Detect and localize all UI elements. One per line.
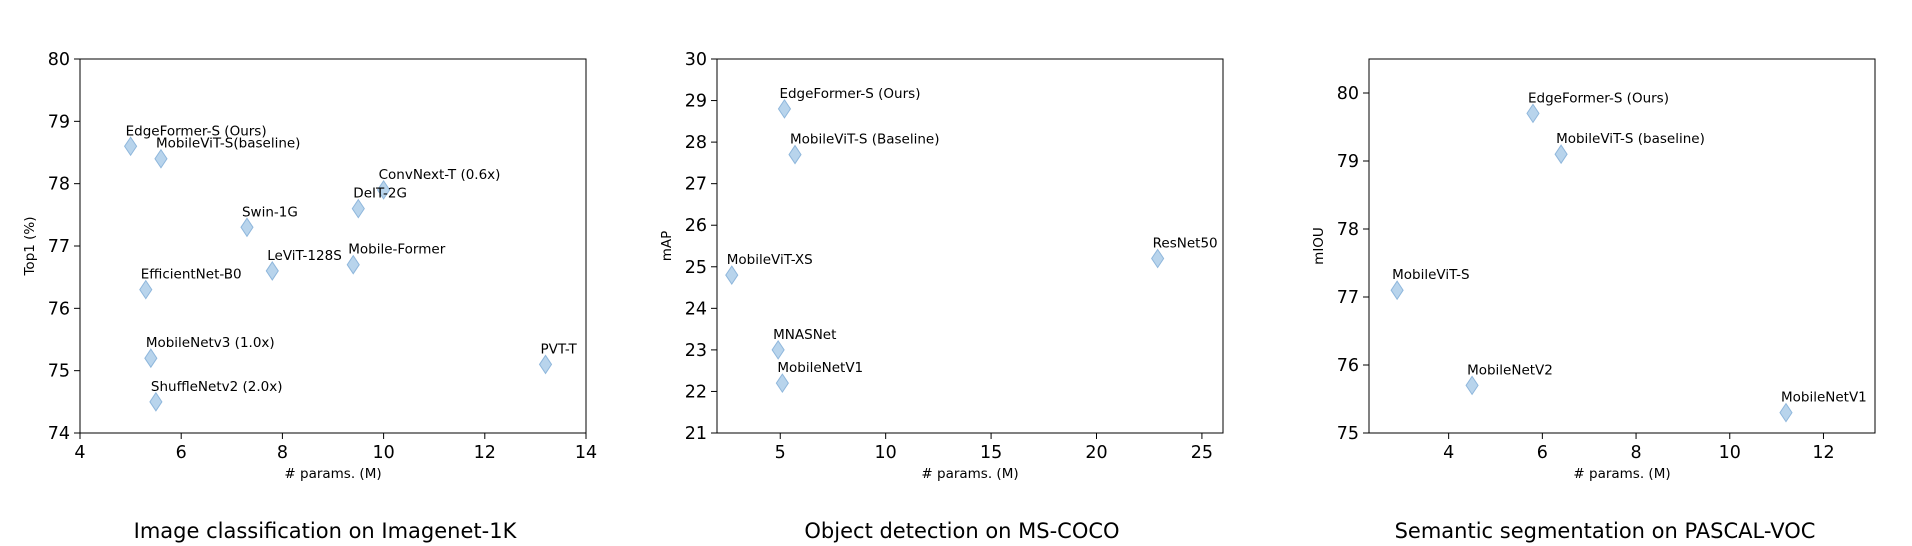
y-tick-label: 74 xyxy=(48,424,70,444)
y-tick-label: 80 xyxy=(1337,84,1359,104)
data-point-label: EdgeFormer-S (Ours) xyxy=(1528,90,1669,106)
y-tick-label: 27 xyxy=(685,175,707,195)
data-point-label: MobileNetv3 (1.0x) xyxy=(146,335,275,351)
data-point-marker xyxy=(1554,144,1568,165)
x-tick-label: 10 xyxy=(875,443,897,463)
data-point-label: PVT-T xyxy=(541,341,578,357)
x-tick-label: 6 xyxy=(176,443,187,463)
data-point-label: Swin-1G xyxy=(242,204,298,220)
plot-area-frame xyxy=(1368,58,1876,434)
data-point-marker xyxy=(144,348,158,369)
chart-panel-1: 4 6 8 10 12 14 74 75 76 77 78 79 80 # params. (M) Top1… xyxy=(22,50,597,543)
data-point-label: MobileViT-S xyxy=(1392,267,1469,283)
y-tick-label: 77 xyxy=(1337,288,1359,308)
y-tick-label: 79 xyxy=(48,112,70,132)
data-point-marker xyxy=(777,98,792,119)
y-axis-label: mAP xyxy=(659,231,675,262)
data-point-marker xyxy=(1151,248,1165,269)
x-tick-label: 10 xyxy=(1719,443,1741,463)
y-tick-label: 78 xyxy=(48,175,70,195)
data-point-marker xyxy=(1390,280,1404,301)
y-tick-label: 75 xyxy=(48,362,70,382)
y-tick-label: 21 xyxy=(685,424,707,444)
data-point-label: Mobile-Former xyxy=(348,242,445,258)
data-point-marker xyxy=(1779,402,1793,423)
data-point-label: EdgeFormer-S (Ours) xyxy=(779,86,920,102)
x-tick-label: 10 xyxy=(372,443,394,463)
y-tick-label: 79 xyxy=(1337,152,1359,172)
y-tick-label: 25 xyxy=(685,258,707,278)
data-point-marker xyxy=(139,279,153,300)
y-tick-label: 30 xyxy=(685,50,707,70)
chart-caption: Object detection on MS-COCO xyxy=(804,519,1119,543)
y-tick-label: 23 xyxy=(685,341,707,361)
data-point-marker xyxy=(538,354,553,375)
x-tick-label: 14 xyxy=(575,443,597,463)
y-tick-label: 22 xyxy=(685,382,707,402)
x-tick-label: 5 xyxy=(775,443,786,463)
x-axis-label: # params. (M) xyxy=(284,466,381,482)
data-point-label: EfficientNet-B0 xyxy=(141,267,242,283)
data-point-label: MobileNetV1 xyxy=(777,360,863,376)
x-tick-label: 6 xyxy=(1537,443,1548,463)
y-tick-label: 24 xyxy=(685,299,707,319)
data-point-label: LeViT-128S xyxy=(267,248,342,264)
data-point-label: MobileNetV2 xyxy=(1467,362,1553,378)
data-point-label: EdgeFormer-S (Ours) xyxy=(126,123,267,139)
data-point-marker xyxy=(1465,375,1479,396)
data-point-marker xyxy=(123,136,138,157)
x-axis-label: # params. (M) xyxy=(1573,466,1670,482)
data-point-label: MobileViT-S(baseline) xyxy=(156,136,301,152)
data-point-marker xyxy=(376,179,391,200)
y-tick-label: 80 xyxy=(48,50,70,70)
y-tick-label: 76 xyxy=(48,299,70,319)
data-point-marker xyxy=(788,144,802,165)
y-tick-label: 77 xyxy=(48,237,70,257)
x-axis-label: # params. (M) xyxy=(921,466,1018,482)
plot-area-frame xyxy=(79,58,587,434)
data-point-marker xyxy=(775,373,789,394)
data-point-marker xyxy=(154,148,168,169)
x-tick-label: 8 xyxy=(277,443,288,463)
plot-area-frame xyxy=(716,58,1224,434)
y-tick-label: 28 xyxy=(685,133,707,153)
data-point-marker xyxy=(771,339,785,360)
data-point-label: ResNet50 xyxy=(1153,235,1218,251)
data-point-label: MobileViT-S (baseline) xyxy=(1556,131,1705,147)
y-tick-label: 78 xyxy=(1337,220,1359,240)
data-point-label: MobileNetV1 xyxy=(1781,390,1867,406)
data-point-marker xyxy=(1526,103,1540,124)
data-point-label: MobileViT-S (Baseline) xyxy=(790,132,939,148)
x-tick-label: 12 xyxy=(1812,443,1834,463)
x-tick-label: 4 xyxy=(74,443,85,463)
data-point-label: MNASNet xyxy=(773,327,836,343)
chart-panel-2: 5 10 15 20 25 21 22 23 24 25 26 27 28 29 30 # params. (… xyxy=(659,50,1224,543)
data-point-marker xyxy=(149,391,163,412)
x-tick-label: 25 xyxy=(1191,443,1213,463)
chart-panel-3: 4 6 8 10 12 75 76 77 78 79 80 # params. (M) mIOU Edge… xyxy=(1311,58,1876,543)
y-tick-label: 75 xyxy=(1337,424,1359,444)
data-point-label: ConvNext-T (0.6x) xyxy=(379,167,501,183)
data-point-marker xyxy=(346,254,360,275)
data-point-marker xyxy=(351,198,365,219)
data-point-label: ShuffleNetv2 (2.0x) xyxy=(151,379,283,395)
y-tick-label: 29 xyxy=(685,92,707,112)
data-point-marker xyxy=(725,265,739,285)
y-axis-label: Top1 (%) xyxy=(22,216,38,276)
y-axis-label: mIOU xyxy=(1311,227,1327,265)
x-tick-label: 20 xyxy=(1085,443,1107,463)
data-point-marker xyxy=(240,217,254,238)
x-tick-label: 4 xyxy=(1443,443,1454,463)
y-tick-label: 26 xyxy=(685,216,707,236)
x-tick-label: 15 xyxy=(980,443,1002,463)
data-point-label: DeIT-2G xyxy=(353,186,407,202)
x-tick-label: 12 xyxy=(474,443,496,463)
data-point-label: MobileViT-XS xyxy=(727,252,813,268)
x-tick-label: 8 xyxy=(1630,443,1641,463)
chart-caption: Semantic segmentation on PASCAL-VOC xyxy=(1395,519,1816,543)
data-point-marker xyxy=(265,261,279,281)
y-tick-label: 76 xyxy=(1337,356,1359,376)
chart-caption: Image classification on Imagenet-1K xyxy=(134,519,518,543)
